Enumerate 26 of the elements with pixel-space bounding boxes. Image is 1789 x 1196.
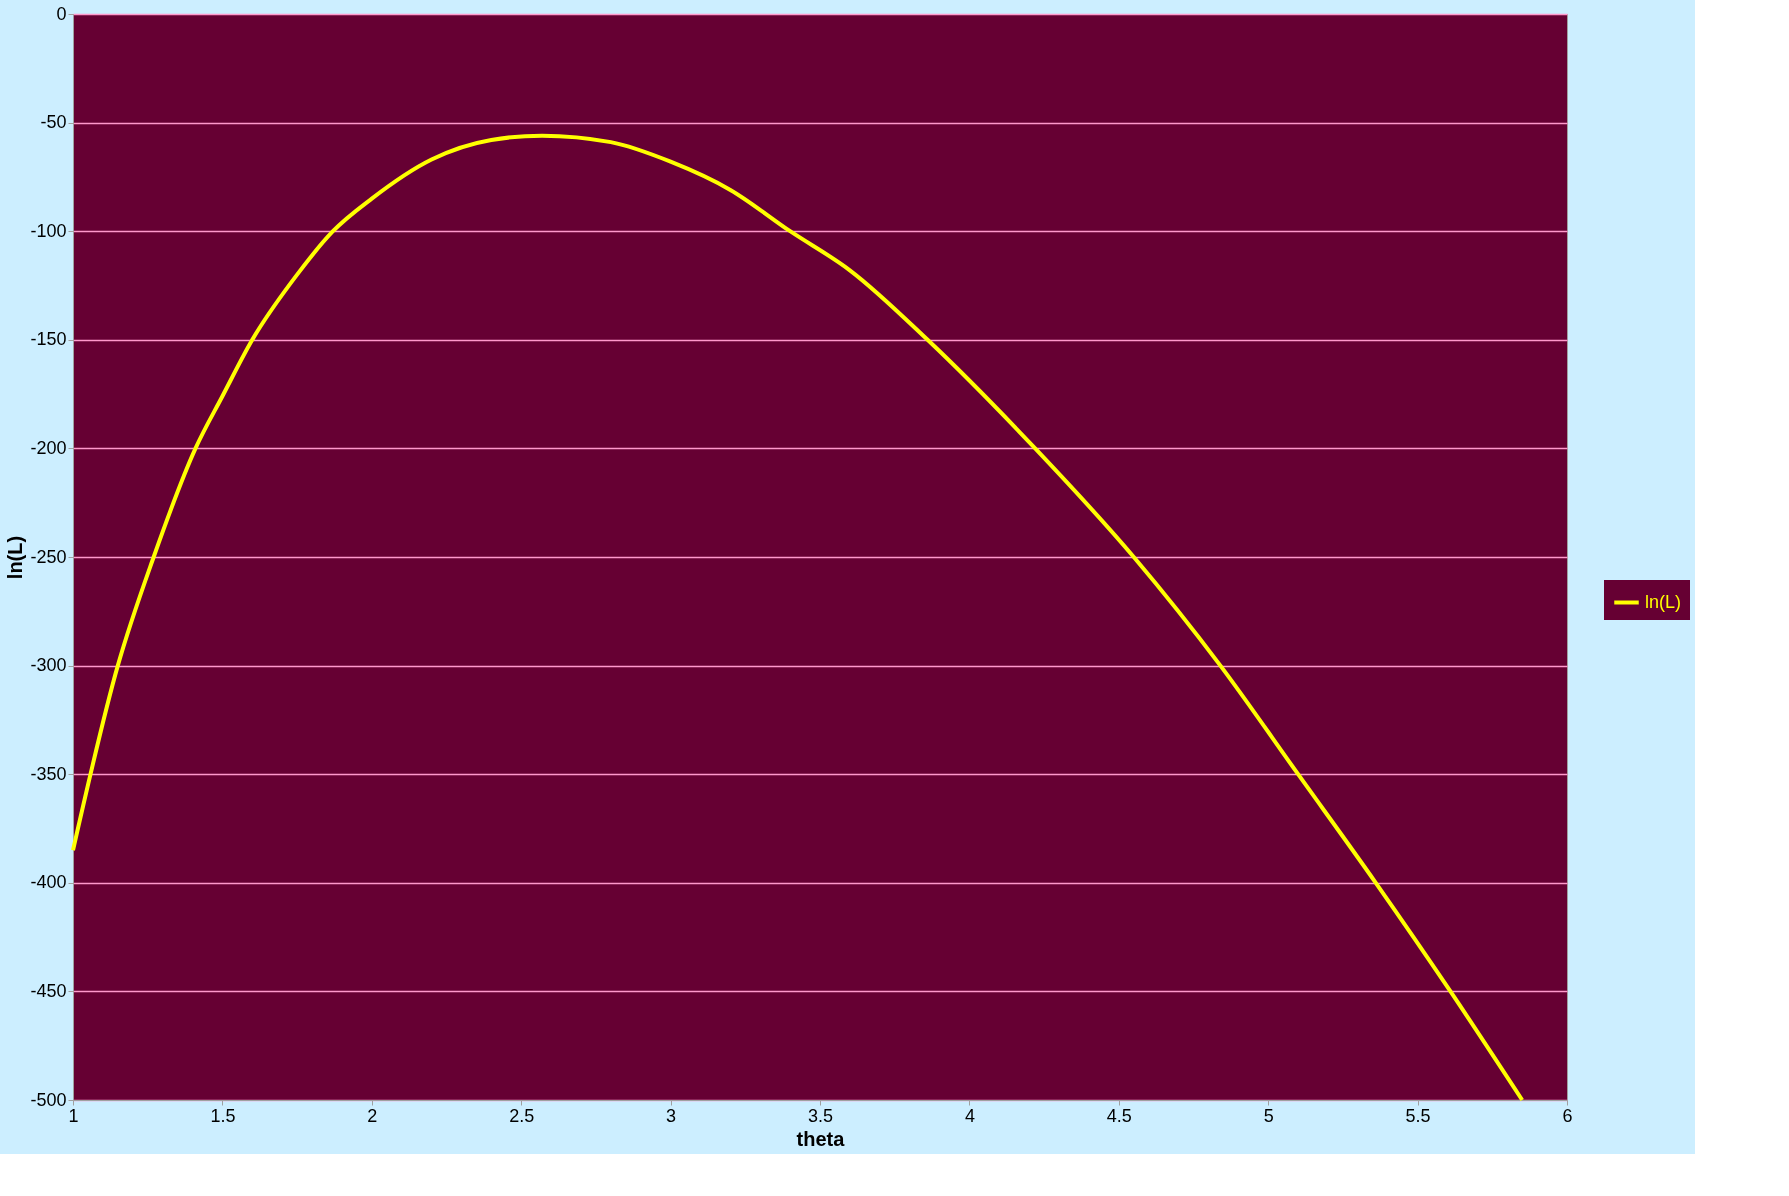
y-tick-label: -500 bbox=[30, 1089, 67, 1110]
y-tick-label: -250 bbox=[30, 546, 67, 567]
x-tick-label: 5 bbox=[1263, 1105, 1274, 1126]
x-tick-label: 2.5 bbox=[509, 1105, 535, 1126]
y-tick-label: -100 bbox=[30, 220, 67, 241]
x-tick-label: 5.5 bbox=[1405, 1105, 1431, 1126]
x-tick-label: 1.5 bbox=[210, 1105, 236, 1126]
x-tick-label: 2 bbox=[367, 1105, 378, 1126]
legend-label: ln(L) bbox=[1645, 591, 1682, 612]
y-tick-label: -200 bbox=[30, 437, 67, 458]
y-axis-title: ln(L) bbox=[4, 535, 27, 580]
x-axis-title: theta bbox=[796, 1127, 846, 1150]
x-tick-label: 6 bbox=[1562, 1105, 1573, 1126]
line-series bbox=[71, 133, 1525, 1102]
x-tick-label: 3.5 bbox=[807, 1105, 834, 1126]
x-tick-label: 1 bbox=[68, 1105, 79, 1126]
y-tick-label: -50 bbox=[40, 112, 67, 133]
y-tick-label: -400 bbox=[30, 872, 67, 893]
x-tick-label: 4 bbox=[964, 1105, 975, 1126]
y-tick-label: -150 bbox=[30, 329, 67, 350]
x-tick-label: 3 bbox=[666, 1105, 677, 1126]
y-tick-label: -300 bbox=[30, 655, 67, 676]
y-tick-label: -350 bbox=[30, 763, 67, 784]
x-tick-label: 4.5 bbox=[1106, 1105, 1132, 1126]
y-tick-label: 0 bbox=[56, 3, 67, 24]
y-tick-label: -450 bbox=[30, 980, 67, 1001]
